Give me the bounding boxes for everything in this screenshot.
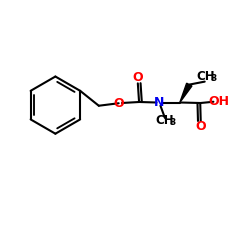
Text: O: O	[113, 97, 124, 110]
Text: OH: OH	[209, 95, 230, 108]
Text: CH: CH	[196, 70, 215, 83]
Text: O: O	[196, 120, 206, 133]
Text: 3: 3	[170, 118, 176, 127]
Text: O: O	[132, 71, 143, 84]
Polygon shape	[180, 83, 192, 102]
Text: CH: CH	[156, 114, 174, 127]
Text: N: N	[154, 96, 165, 109]
Text: 3: 3	[210, 74, 217, 83]
